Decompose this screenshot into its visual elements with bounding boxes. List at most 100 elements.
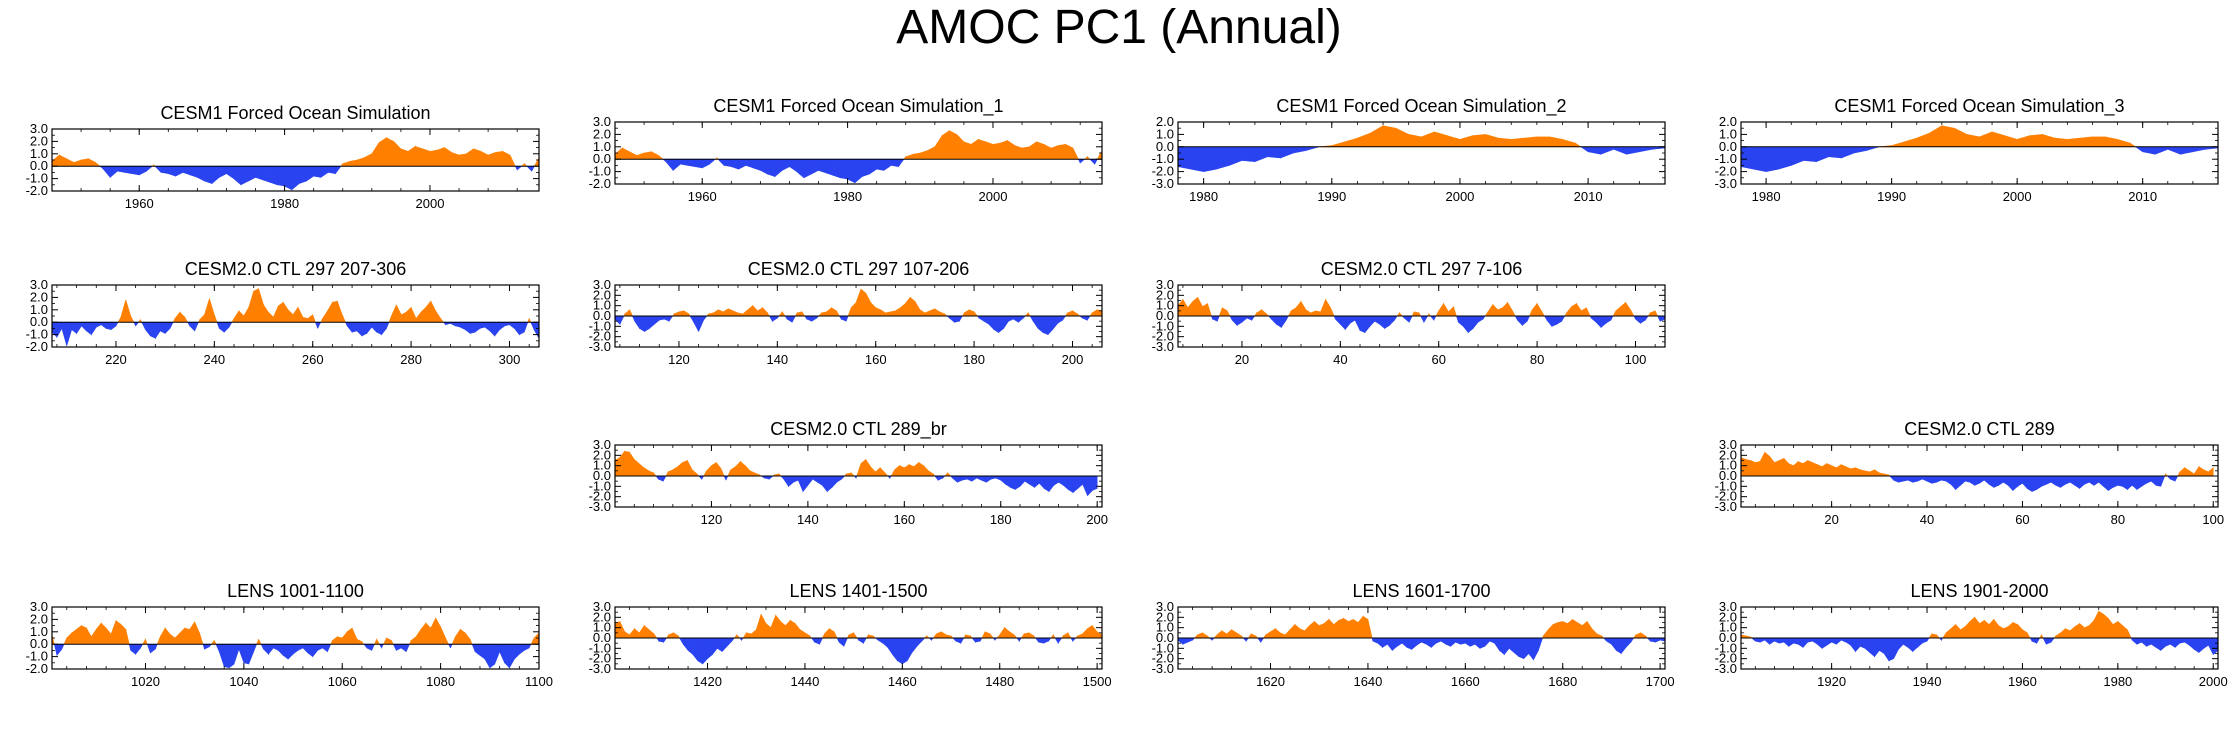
negative-area-segment — [838, 637, 845, 647]
negative-area-segment — [1960, 475, 1966, 486]
negative-area-segment — [204, 643, 210, 650]
positive-area-segment — [1067, 631, 1072, 639]
negative-area-segment — [959, 315, 963, 323]
positive-area-segment — [1438, 302, 1444, 317]
negative-area-segment — [499, 643, 505, 663]
negative-area-segment — [975, 637, 981, 643]
positive-area-segment — [1581, 307, 1587, 317]
negative-area-segment — [1411, 637, 1417, 651]
positive-area-segment — [420, 622, 427, 645]
positive-area-segment — [918, 462, 924, 477]
negative-area-segment — [985, 475, 992, 483]
negative-area-segment — [138, 165, 147, 176]
positive-area-segment — [703, 469, 707, 477]
positive-area-segment — [2122, 624, 2128, 639]
negative-area-segment — [243, 643, 250, 665]
positive-area-segment — [1487, 303, 1494, 317]
negative-area-segment — [2134, 146, 2143, 153]
positive-area-segment — [658, 154, 664, 160]
positive-area-segment — [785, 619, 791, 639]
negative-area-segment — [218, 321, 225, 333]
negative-area-segment — [302, 643, 309, 654]
negative-area-segment — [858, 637, 864, 644]
negative-area-segment — [2136, 475, 2142, 490]
positive-area-segment — [2084, 625, 2090, 639]
negative-area-segment — [1654, 637, 1661, 643]
negative-area-segment — [95, 321, 102, 328]
positive-area-segment — [445, 637, 450, 645]
positive-area-segment — [742, 309, 749, 317]
positive-area-segment — [929, 308, 936, 317]
positive-area-segment — [2004, 135, 2018, 148]
positive-area-segment — [780, 620, 786, 639]
positive-area-segment — [1576, 302, 1582, 317]
positive-area-segment — [831, 307, 837, 317]
positive-area-segment — [231, 317, 235, 323]
negative-area-segment — [1853, 146, 1867, 154]
positive-area-segment — [1941, 125, 1955, 148]
negative-area-segment — [1816, 146, 1830, 163]
negative-area-segment — [519, 321, 525, 336]
negative-area-segment — [2122, 475, 2128, 490]
negative-area-segment — [248, 643, 254, 665]
negative-area-segment — [1377, 637, 1383, 648]
positive-area-segment — [396, 304, 402, 323]
negative-area-segment — [1455, 637, 1461, 645]
positive-area-segment — [826, 307, 832, 317]
positive-area-segment — [1369, 125, 1384, 148]
positive-area-segment — [364, 153, 373, 167]
negative-area-segment — [1855, 637, 1861, 653]
negative-area-segment — [2203, 637, 2209, 649]
negative-area-segment — [223, 321, 230, 333]
positive-area-segment — [307, 314, 314, 323]
negative-area-segment — [140, 643, 144, 650]
y-tick-label: 1.0 — [1719, 458, 1737, 473]
negative-area-segment — [1561, 315, 1566, 323]
negative-area-segment — [1372, 637, 1378, 644]
positive-area-segment — [885, 311, 891, 317]
y-tick-label: 2.0 — [1719, 447, 1737, 462]
negative-area-segment — [489, 643, 496, 669]
positive-area-segment — [636, 152, 645, 160]
negative-area-segment — [702, 637, 708, 665]
negative-area-segment — [1010, 475, 1016, 490]
positive-area-segment — [934, 134, 943, 160]
y-tick-label: 1.0 — [1156, 620, 1174, 635]
positive-area-segment — [179, 311, 186, 323]
positive-area-segment — [1182, 298, 1189, 317]
y-tick-label: 1.0 — [593, 620, 611, 635]
negative-area-segment — [897, 637, 903, 665]
negative-area-segment — [516, 165, 523, 171]
negative-area-segment — [952, 475, 958, 483]
panel-lens-1001-1100: LENS 1001-1100 3.0 2.0 1.0 0.0 -1.0 -2.0 1020 10… — [0, 581, 559, 703]
negative-area-segment — [109, 165, 118, 179]
x-tick-label: 1420 — [693, 674, 722, 689]
y-tick-label: 2.0 — [593, 287, 611, 302]
negative-area-segment — [1433, 315, 1437, 321]
negative-area-segment — [1551, 315, 1558, 327]
negative-area-segment — [228, 321, 233, 329]
y-tick-label: -1.0 — [589, 164, 611, 179]
negative-area-segment — [141, 321, 146, 330]
negative-area-segment — [2065, 475, 2071, 485]
y-tick-label: -2.0 — [1152, 329, 1174, 344]
positive-area-segment — [939, 311, 945, 317]
negative-area-segment — [1450, 637, 1456, 647]
positive-area-segment — [1270, 628, 1276, 639]
y-tick-label: -1.0 — [26, 171, 48, 186]
x-tick-label: 1940 — [1913, 674, 1942, 689]
negative-area-segment — [2107, 475, 2114, 492]
negative-area-segment — [2050, 475, 2057, 486]
negative-area-segment — [649, 315, 655, 330]
positive-area-segment — [2041, 133, 2056, 148]
positive-area-segment — [927, 146, 936, 160]
positive-area-segment — [58, 154, 67, 167]
positive-area-segment — [415, 145, 424, 167]
y-tick-label: 0.0 — [593, 308, 611, 323]
y-tick-label: -2.0 — [1715, 489, 1737, 504]
positive-area-segment — [1596, 633, 1602, 639]
y-tick-label: -2.0 — [589, 329, 611, 344]
negative-area-segment — [238, 643, 245, 663]
positive-area-segment — [1969, 616, 1976, 639]
negative-area-segment — [130, 643, 136, 655]
